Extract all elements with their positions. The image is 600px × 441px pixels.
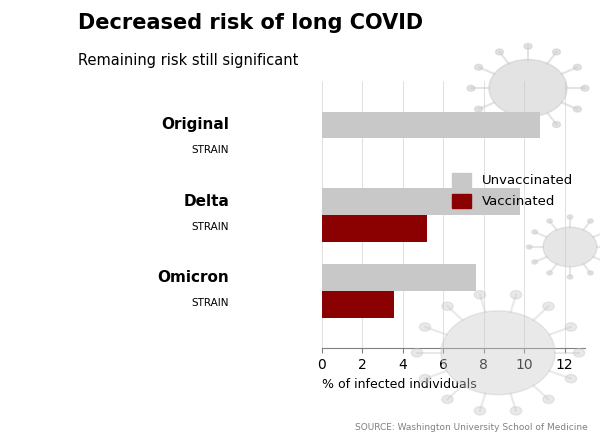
Text: Original: Original — [161, 117, 229, 132]
Text: Remaining risk still significant: Remaining risk still significant — [78, 53, 298, 68]
Text: STRAIN: STRAIN — [192, 298, 229, 308]
Bar — [322, 291, 394, 318]
Bar — [322, 188, 520, 215]
Bar — [322, 112, 541, 138]
Legend: Unvaccinated, Vaccinated: Unvaccinated, Vaccinated — [446, 168, 578, 213]
Text: SOURCE: Washington University School of Medicine: SOURCE: Washington University School of … — [355, 423, 588, 432]
Text: STRAIN: STRAIN — [192, 145, 229, 155]
Text: Omicron: Omicron — [158, 270, 229, 285]
Bar — [322, 215, 427, 242]
Text: STRAIN: STRAIN — [192, 221, 229, 232]
X-axis label: % of infected individuals: % of infected individuals — [322, 378, 476, 391]
Bar — [322, 265, 476, 291]
Text: Decreased risk of long COVID: Decreased risk of long COVID — [78, 13, 423, 33]
Text: Delta: Delta — [184, 194, 229, 209]
